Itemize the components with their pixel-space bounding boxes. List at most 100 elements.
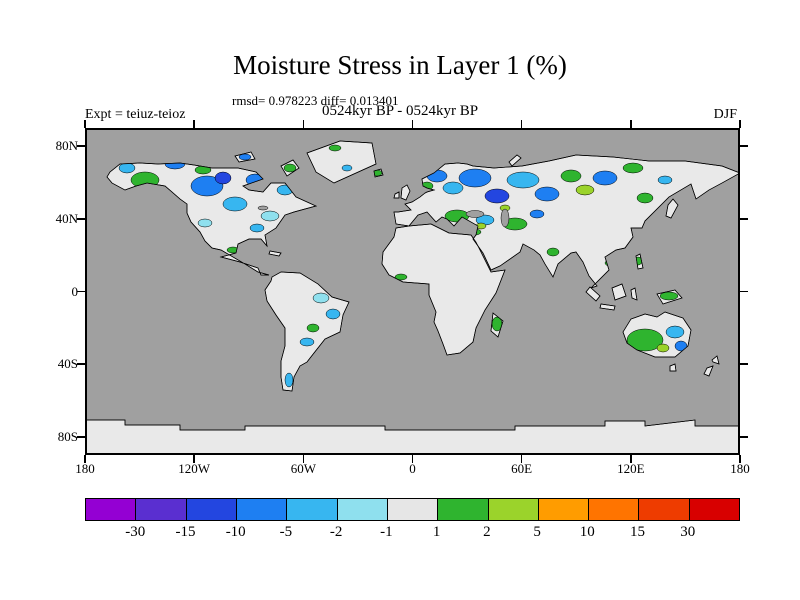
anomaly-patch — [214, 171, 232, 185]
tick-mark — [411, 120, 414, 128]
experiment-label: Expt = teiuz-teioz — [85, 107, 186, 122]
anomaly-patch — [458, 168, 492, 188]
anomaly-patch — [529, 209, 545, 219]
season-label: DJF — [713, 107, 737, 122]
anomaly-patch — [506, 171, 540, 189]
tick-mark — [740, 363, 748, 365]
anomaly-patch — [118, 162, 136, 174]
colorbar-segment — [438, 499, 489, 520]
colorbar-segment — [86, 499, 137, 520]
tick-mark — [193, 120, 195, 128]
anomaly-patch — [560, 169, 582, 183]
tick-mark — [77, 290, 85, 293]
colorbar-tick-label: -10 — [225, 524, 246, 540]
lon-tick-label: 60W — [290, 461, 316, 476]
tick-mark — [77, 363, 85, 365]
anomaly-patch — [665, 325, 685, 339]
black-sea — [465, 210, 485, 218]
period-line: 0524kyr BP - 0524kyr BP — [322, 103, 479, 119]
anomaly-patch — [394, 273, 408, 281]
world-map-svg — [85, 128, 740, 455]
anomaly-patch — [284, 372, 294, 388]
colorbar-tick-label: -5 — [279, 524, 293, 540]
lat-tick-label: 80S — [57, 428, 78, 444]
anomaly-patch — [534, 186, 560, 202]
colorbar-segment — [236, 499, 288, 520]
colorbar-segment — [287, 499, 338, 520]
colorbar-tick-label: -2 — [329, 524, 343, 540]
tick-mark — [84, 120, 86, 128]
colorbar-segment — [488, 499, 539, 520]
colorbar-segment — [136, 499, 187, 520]
caspian-sea — [500, 208, 510, 228]
colorbar-tick-label: 30 — [680, 524, 696, 540]
tick-mark — [193, 455, 195, 463]
anomaly-patch — [328, 144, 342, 152]
anomaly-patch — [592, 170, 618, 186]
colorbar-segment — [337, 499, 388, 520]
anomaly-patch — [299, 337, 315, 347]
colorbar-segment — [689, 499, 740, 520]
anomaly-patch — [659, 291, 679, 301]
anomaly-patch — [484, 188, 510, 204]
anomaly-patch — [442, 181, 464, 195]
anomaly-patch — [197, 218, 213, 228]
anomaly-patch — [222, 196, 248, 212]
anomaly-patch — [622, 162, 644, 174]
anomaly-patch — [657, 175, 673, 185]
colorbar-segment — [186, 499, 237, 520]
tick-mark — [520, 455, 523, 463]
tick-mark — [411, 455, 414, 463]
plot-title: Moisture Stress in Layer 1 (%) — [233, 50, 567, 80]
map-border — [85, 128, 740, 455]
tick-mark — [84, 455, 86, 463]
great-lakes — [257, 205, 269, 211]
anomaly-patch — [312, 292, 330, 304]
lon-tick-label: 120E — [617, 461, 645, 476]
anomaly-patch — [341, 164, 353, 172]
colorbar-tick-label: -1 — [380, 524, 393, 540]
lat-tick-label: 40N — [55, 210, 78, 226]
anomaly-patch — [306, 323, 320, 333]
anomaly-patch — [260, 210, 280, 222]
anomaly-patch — [656, 343, 670, 353]
anomaly-patch — [546, 247, 560, 257]
lat-tick-label: 80N — [55, 138, 78, 154]
lon-tick-label: 60E — [511, 461, 533, 476]
colorbar-tick-label: 1 — [432, 524, 441, 540]
colorbar-tick-label: 10 — [579, 524, 595, 540]
lon-tick-label: 120W — [178, 461, 211, 476]
tick-mark — [740, 145, 748, 147]
colorbar-segment — [538, 499, 590, 520]
tick-mark — [77, 218, 85, 220]
tick-mark — [739, 455, 741, 463]
anomaly-patch — [575, 184, 595, 196]
stats-line: rmsd= 0.978223 diff= 0.013401 — [232, 93, 399, 108]
lon-tick-label: 0 — [409, 461, 416, 476]
tick-mark — [520, 120, 523, 128]
colorbar-segment — [387, 499, 439, 520]
lat-tick-label: 0 — [71, 283, 79, 299]
anomaly-patch — [636, 192, 654, 204]
tick-mark — [302, 120, 305, 128]
tick-mark — [77, 436, 85, 438]
colorbar-segment — [589, 499, 640, 520]
anomaly-patch — [190, 175, 224, 197]
anomaly-patch — [238, 153, 252, 161]
colorbar-tick-label: -30 — [125, 524, 146, 540]
colorbar-tick-label: 2 — [483, 524, 491, 540]
tick-mark — [740, 218, 748, 220]
tick-mark — [630, 120, 632, 128]
anomaly-patch — [283, 163, 297, 173]
colorbar-tick-label: -15 — [175, 524, 196, 540]
lon-tick-label: 180 — [75, 461, 95, 476]
colorbar-tick-label: 5 — [533, 524, 541, 540]
lon-tick-label: 180 — [730, 461, 750, 476]
tick-mark — [630, 455, 632, 463]
anomaly-patch — [325, 308, 341, 320]
anomaly-patch — [626, 328, 664, 352]
lakes-layer — [257, 205, 510, 228]
anomaly-patch — [674, 340, 688, 352]
tick-mark — [740, 436, 748, 438]
